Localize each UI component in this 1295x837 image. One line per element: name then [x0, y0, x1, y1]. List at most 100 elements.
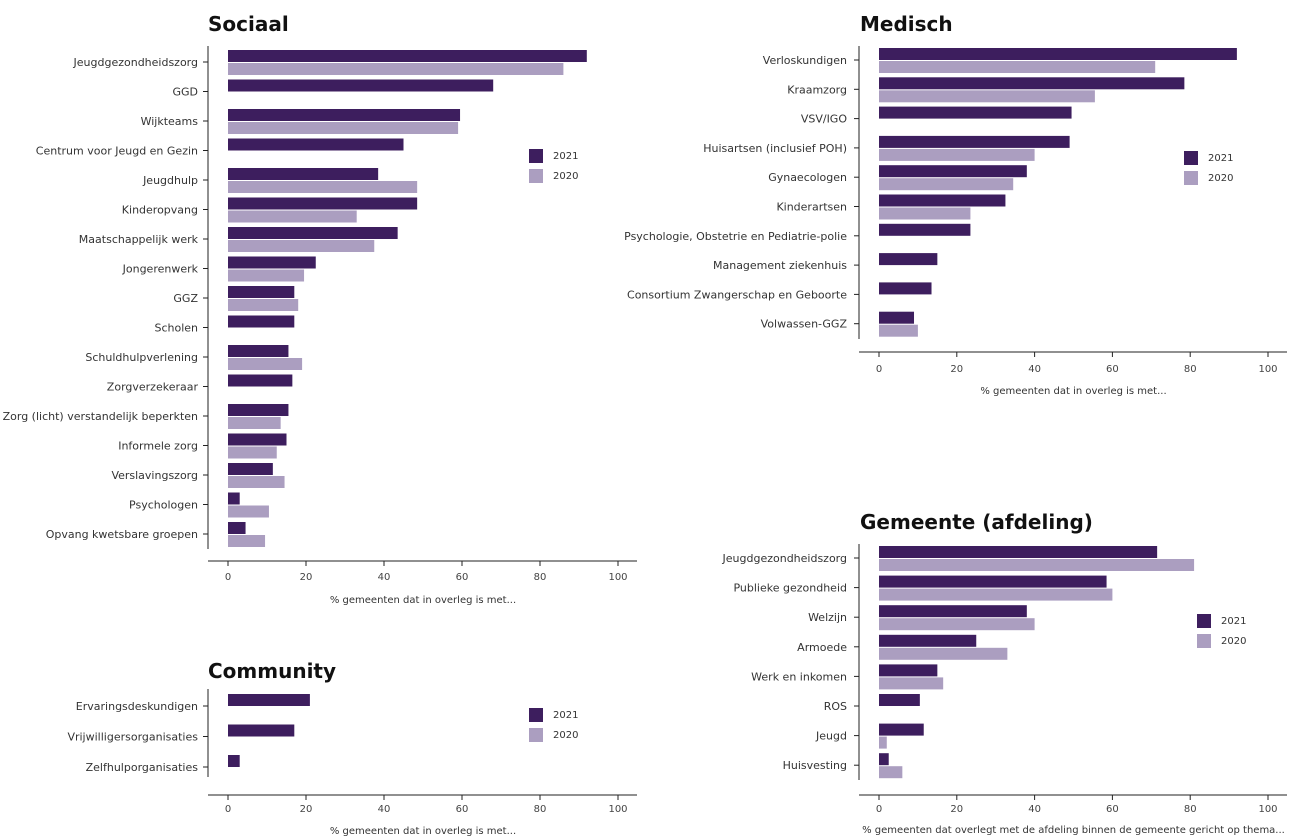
bar-2021 — [228, 256, 316, 269]
x-tick-label: 100 — [608, 804, 627, 815]
bar-2021 — [879, 694, 920, 706]
bar-2020 — [879, 90, 1095, 103]
bar-2021 — [228, 374, 293, 387]
bar-2021 — [228, 79, 494, 92]
x-axis-label: % gemeenten dat in overleg is met... — [330, 595, 516, 606]
legend-swatch-2021 — [529, 149, 543, 163]
x-tick-label: 100 — [608, 572, 627, 583]
bar-2021 — [879, 135, 1070, 148]
bar-2020 — [879, 766, 903, 779]
legend-swatch-2021 — [1184, 151, 1198, 165]
bar-2021 — [879, 723, 924, 736]
bar-2021 — [879, 753, 889, 766]
bar-2020 — [879, 618, 1035, 631]
bar-2021 — [228, 522, 246, 534]
category-label: Management ziekenhuis — [713, 259, 847, 272]
category-label: Huisartsen (inclusief POH) — [703, 142, 847, 155]
legend: 2021 2020 — [529, 708, 578, 742]
legend: 2021 2020 — [1184, 151, 1233, 185]
legend-swatch-2021 — [1197, 614, 1211, 628]
legend-label: 2021 — [1221, 616, 1246, 627]
bar-2021 — [228, 315, 295, 328]
legend-swatch-2020 — [1197, 634, 1211, 648]
bar-2020 — [879, 207, 971, 220]
chart-community: Community 0 20 40 60 80 100 % gemeenten dat in … — [67, 659, 637, 837]
x-tick-label: 100 — [1258, 364, 1277, 375]
category-label: VSV/IGO — [801, 113, 848, 126]
category-label: Vrijwilligersorganisaties — [67, 731, 198, 744]
bar-2020 — [879, 148, 1035, 161]
category-label: Jeugdgezondheidszorg — [73, 56, 198, 69]
category-label: GGZ — [173, 292, 198, 305]
x-tick-label: 80 — [1184, 364, 1197, 375]
chart-title: Medisch — [860, 12, 953, 36]
legend-swatch-2020 — [529, 728, 543, 742]
bar-2021 — [879, 253, 938, 266]
legend-label: 2020 — [553, 730, 578, 741]
category-label: Gynaecologen — [768, 171, 847, 184]
bar-2020 — [879, 588, 1113, 601]
category-label: Publieke gezondheid — [733, 582, 847, 595]
category-label: Werk en inkomen — [751, 670, 847, 683]
category-label: Kinderopvang — [122, 204, 198, 217]
bar-2021 — [879, 194, 1006, 207]
legend-label: 2021 — [1208, 153, 1233, 164]
category-label: Zelfhulporganisaties — [86, 761, 199, 774]
category-label: Jeugdgezondheidszorg — [722, 552, 847, 565]
bar-2020 — [879, 324, 918, 337]
category-label: Psychologen — [129, 499, 198, 512]
x-tick-label: 100 — [1258, 804, 1277, 815]
bar-2020 — [228, 535, 266, 547]
chart-medisch: Medisch 0 20 40 60 80 100 % gemeenten dat in ov… — [624, 12, 1287, 397]
legend-label: 2021 — [553, 151, 578, 162]
bar-2021 — [228, 492, 240, 505]
category-label: Kinderartsen — [776, 201, 847, 214]
bar-2020 — [228, 446, 277, 459]
category-label: Zorg (licht) verstandelijk beperkten — [3, 410, 198, 423]
bar-2020 — [879, 677, 944, 690]
bar-2020 — [228, 210, 357, 223]
bar-2020 — [879, 61, 1156, 73]
bar-2021 — [879, 77, 1185, 90]
x-tick-label: 80 — [534, 804, 547, 815]
chart-title: Sociaal — [208, 12, 289, 36]
bar-2020 — [228, 299, 299, 311]
bar-2021 — [228, 138, 404, 151]
category-label: Kraamzorg — [787, 83, 847, 96]
bar-2021 — [879, 223, 971, 236]
bar-2020 — [879, 736, 887, 749]
legend-label: 2021 — [553, 710, 578, 721]
x-tick-label: 20 — [300, 572, 313, 583]
x-axis-label: % gemeenten dat in overleg is met... — [330, 826, 516, 837]
category-label: Verloskundigen — [763, 54, 847, 67]
bar-2021 — [228, 50, 587, 62]
bar-2020 — [228, 269, 305, 282]
bar-2021 — [879, 106, 1072, 119]
legend-label: 2020 — [553, 171, 578, 182]
x-tick-label: 0 — [225, 572, 231, 583]
category-label: Opvang kwetsbare groepen — [46, 528, 198, 541]
chart-title: Community — [208, 659, 336, 683]
category-label: Jeugd — [815, 730, 847, 743]
category-label: ROS — [824, 700, 847, 713]
bar-2021 — [879, 311, 915, 324]
bar-2021 — [228, 168, 379, 180]
category-label: Psychologie, Obstetrie en Pediatrie-poli… — [624, 230, 847, 243]
bar-2020 — [228, 505, 269, 518]
bar-2021 — [228, 197, 418, 210]
x-tick-label: 20 — [950, 804, 963, 815]
x-tick-label: 40 — [378, 804, 391, 815]
bar-2021 — [879, 282, 932, 295]
x-tick-label: 0 — [876, 804, 882, 815]
legend-label: 2020 — [1208, 173, 1233, 184]
x-tick-label: 40 — [1028, 364, 1041, 375]
legend-swatch-2020 — [1184, 171, 1198, 185]
bar-2021 — [228, 724, 295, 737]
bar-2020 — [228, 358, 303, 370]
x-axis-label: % gemeenten dat in overleg is met... — [980, 386, 1166, 397]
bar-2021 — [228, 345, 289, 357]
category-label: Centrum voor Jeugd en Gezin — [36, 145, 198, 158]
category-label: Maatschappelijk werk — [79, 233, 199, 246]
x-tick-label: 60 — [456, 572, 469, 583]
